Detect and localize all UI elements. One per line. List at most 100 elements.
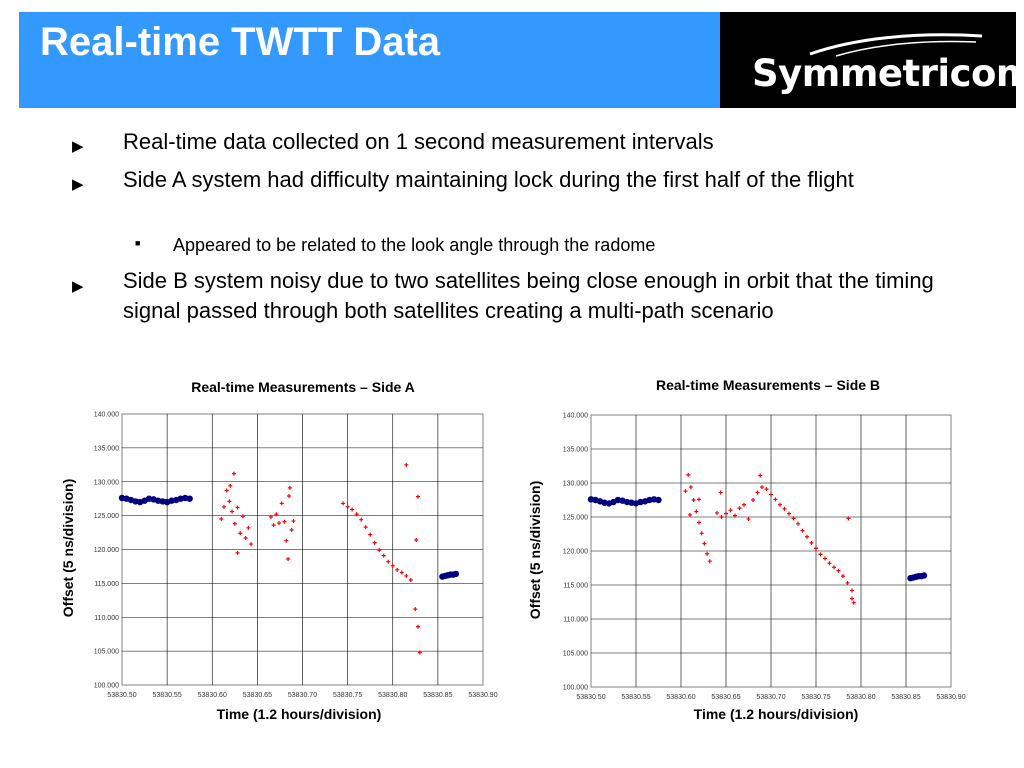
x-tick-label: 53830.65 [711,694,740,701]
data-point [235,505,240,510]
data-point [224,488,229,493]
data-point [416,494,421,499]
x-tick-label: 53830.90 [936,694,965,701]
data-point [773,497,778,502]
data-point [688,485,693,490]
data-point [850,596,854,601]
x-tick-label: 53830.75 [801,694,830,701]
y-tick-label: 130.000 [563,481,588,488]
data-point [377,548,382,553]
data-point [823,556,827,561]
y-tick-label: 115.000 [563,583,588,590]
data-point [350,507,355,512]
x-tick-label: 53830.80 [846,694,875,701]
data-point [800,528,805,533]
data-point [769,492,773,497]
data-point [851,600,856,605]
data-point [232,521,237,526]
data-point [279,501,284,506]
data-point [850,588,854,593]
bullet-arrow-icon: ▶ [72,176,84,193]
data-point [742,502,746,507]
bullet-arrow-icon: ▶ [72,138,84,155]
data-point [246,525,251,530]
data-point [221,504,226,509]
bullet-arrow-icon: ▶ [72,278,84,295]
chart-title: Real-time Measurements – Side A [191,379,415,395]
x-tick-label: 53830.75 [333,692,362,699]
data-point [354,512,359,517]
data-points [587,472,928,605]
chart-side-b: Real-time Measurements – Side B Time (1.… [527,377,966,722]
data-point [697,497,701,502]
data-point [284,538,289,543]
data-point [841,574,845,579]
chart-side-a: Real-time Measurements – Side A Time (1.… [60,379,498,722]
data-point [381,553,386,558]
data-point [758,473,763,478]
data-point [286,493,291,498]
data-point [836,568,841,573]
data-point [341,501,346,506]
data-point [846,516,851,521]
data-point [416,624,421,629]
data-point [691,498,696,502]
data-point [243,535,248,540]
y-tick-label: 120.000 [94,547,119,554]
x-tick-label: 53830.60 [666,694,695,701]
data-point [719,515,724,519]
data-point [417,650,422,655]
y-tick-label: 110.000 [94,615,119,622]
data-point [832,565,836,570]
logo-wordmark: Symmetricom [752,52,1024,95]
data-point [683,489,688,494]
data-point [282,519,287,524]
y-tick-label: 110.000 [563,617,588,624]
y-axis-label: Offset (5 ns/division) [60,479,76,617]
data-point [372,540,377,545]
data-point [755,490,760,495]
data-point [271,523,276,528]
data-point [404,573,409,578]
x-axis-label: Time (1.2 hours/division) [694,706,859,722]
data-point [186,495,193,502]
data-point [413,607,418,612]
data-point [345,504,350,509]
data-point [219,517,224,522]
data-point [764,487,769,492]
data-point [787,511,791,516]
data-point [694,509,699,514]
y-tick-label: 125.000 [94,513,119,520]
data-point [452,570,460,578]
x-tick-label: 53830.80 [378,692,407,699]
x-tick-label: 53830.60 [198,692,227,699]
x-tick-label: 53830.65 [243,692,272,699]
data-points [118,462,460,655]
data-point [746,517,751,522]
data-point [368,532,373,537]
data-point [291,519,296,524]
data-point [359,517,364,522]
data-point [386,559,391,564]
data-point [751,498,755,502]
data-point [724,511,728,516]
x-tick-label: 53830.50 [576,694,605,701]
data-point [699,531,704,536]
data-point [399,570,404,575]
tick-labels: 53830.50 53830.55 53830.60 53830.65 53830.70… [563,413,966,702]
data-point [240,514,245,519]
data-point [814,546,818,551]
bullet-item: Real-time data collected on 1 second mea… [123,129,714,154]
data-point [655,496,662,504]
x-tick-label: 53830.55 [153,692,182,699]
data-point [230,509,235,514]
data-point [249,542,254,547]
data-point [718,490,723,495]
data-point [715,510,719,515]
grid-lines [122,414,483,685]
logo-swoosh-icon [809,33,983,57]
y-tick-label: 100.000 [94,683,119,690]
data-point [845,580,850,585]
data-point [390,563,395,568]
